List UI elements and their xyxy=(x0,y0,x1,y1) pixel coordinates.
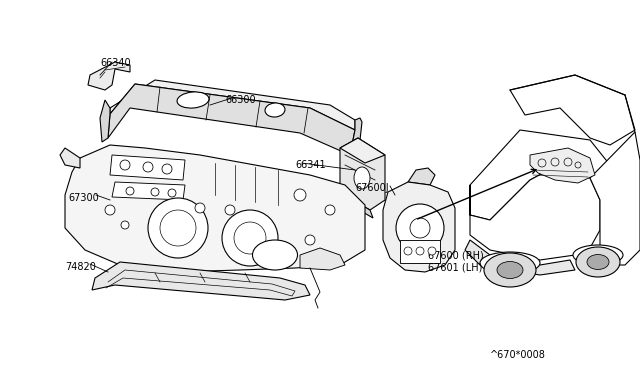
Circle shape xyxy=(428,247,436,255)
Ellipse shape xyxy=(354,167,370,189)
Circle shape xyxy=(225,205,235,215)
Polygon shape xyxy=(340,193,373,218)
Ellipse shape xyxy=(480,252,540,274)
Ellipse shape xyxy=(265,103,285,117)
Circle shape xyxy=(416,247,424,255)
Polygon shape xyxy=(470,172,600,260)
Ellipse shape xyxy=(573,245,623,265)
Polygon shape xyxy=(65,145,365,272)
Text: 74820: 74820 xyxy=(65,262,96,272)
Polygon shape xyxy=(383,182,455,272)
Text: ^670*0008: ^670*0008 xyxy=(490,350,546,360)
Circle shape xyxy=(105,205,115,215)
Text: 67300: 67300 xyxy=(68,193,99,203)
Ellipse shape xyxy=(497,262,523,279)
Text: 67601 (LH): 67601 (LH) xyxy=(428,263,483,273)
Circle shape xyxy=(396,204,444,252)
Polygon shape xyxy=(110,80,355,130)
Circle shape xyxy=(222,210,278,266)
Circle shape xyxy=(162,164,172,174)
Polygon shape xyxy=(110,155,185,180)
Circle shape xyxy=(121,221,129,229)
Polygon shape xyxy=(112,182,185,200)
Polygon shape xyxy=(408,168,435,185)
Text: 66340: 66340 xyxy=(100,58,131,68)
Ellipse shape xyxy=(587,254,609,269)
Circle shape xyxy=(305,235,315,245)
Polygon shape xyxy=(92,262,310,300)
Polygon shape xyxy=(590,132,640,265)
Circle shape xyxy=(404,247,412,255)
Ellipse shape xyxy=(484,253,536,287)
Circle shape xyxy=(325,205,335,215)
Circle shape xyxy=(294,189,306,201)
Polygon shape xyxy=(400,240,440,263)
Text: 66341: 66341 xyxy=(295,160,326,170)
Ellipse shape xyxy=(253,240,298,270)
Polygon shape xyxy=(108,84,355,155)
Circle shape xyxy=(168,189,176,197)
Polygon shape xyxy=(340,138,385,163)
Circle shape xyxy=(120,160,130,170)
Circle shape xyxy=(151,188,159,196)
Text: 67600J: 67600J xyxy=(355,183,388,193)
Polygon shape xyxy=(340,138,385,210)
Circle shape xyxy=(143,162,153,172)
Polygon shape xyxy=(60,148,80,168)
Circle shape xyxy=(195,203,205,213)
Polygon shape xyxy=(350,118,362,158)
Polygon shape xyxy=(510,75,635,145)
Polygon shape xyxy=(470,130,610,220)
Text: 67600 (RH): 67600 (RH) xyxy=(428,250,484,260)
Polygon shape xyxy=(530,148,595,183)
Circle shape xyxy=(148,198,208,258)
Text: 66300: 66300 xyxy=(225,95,255,105)
Ellipse shape xyxy=(177,92,209,108)
Polygon shape xyxy=(465,240,575,275)
Circle shape xyxy=(126,187,134,195)
Polygon shape xyxy=(88,62,130,90)
Polygon shape xyxy=(300,248,345,270)
Ellipse shape xyxy=(576,247,620,277)
Polygon shape xyxy=(100,100,110,142)
